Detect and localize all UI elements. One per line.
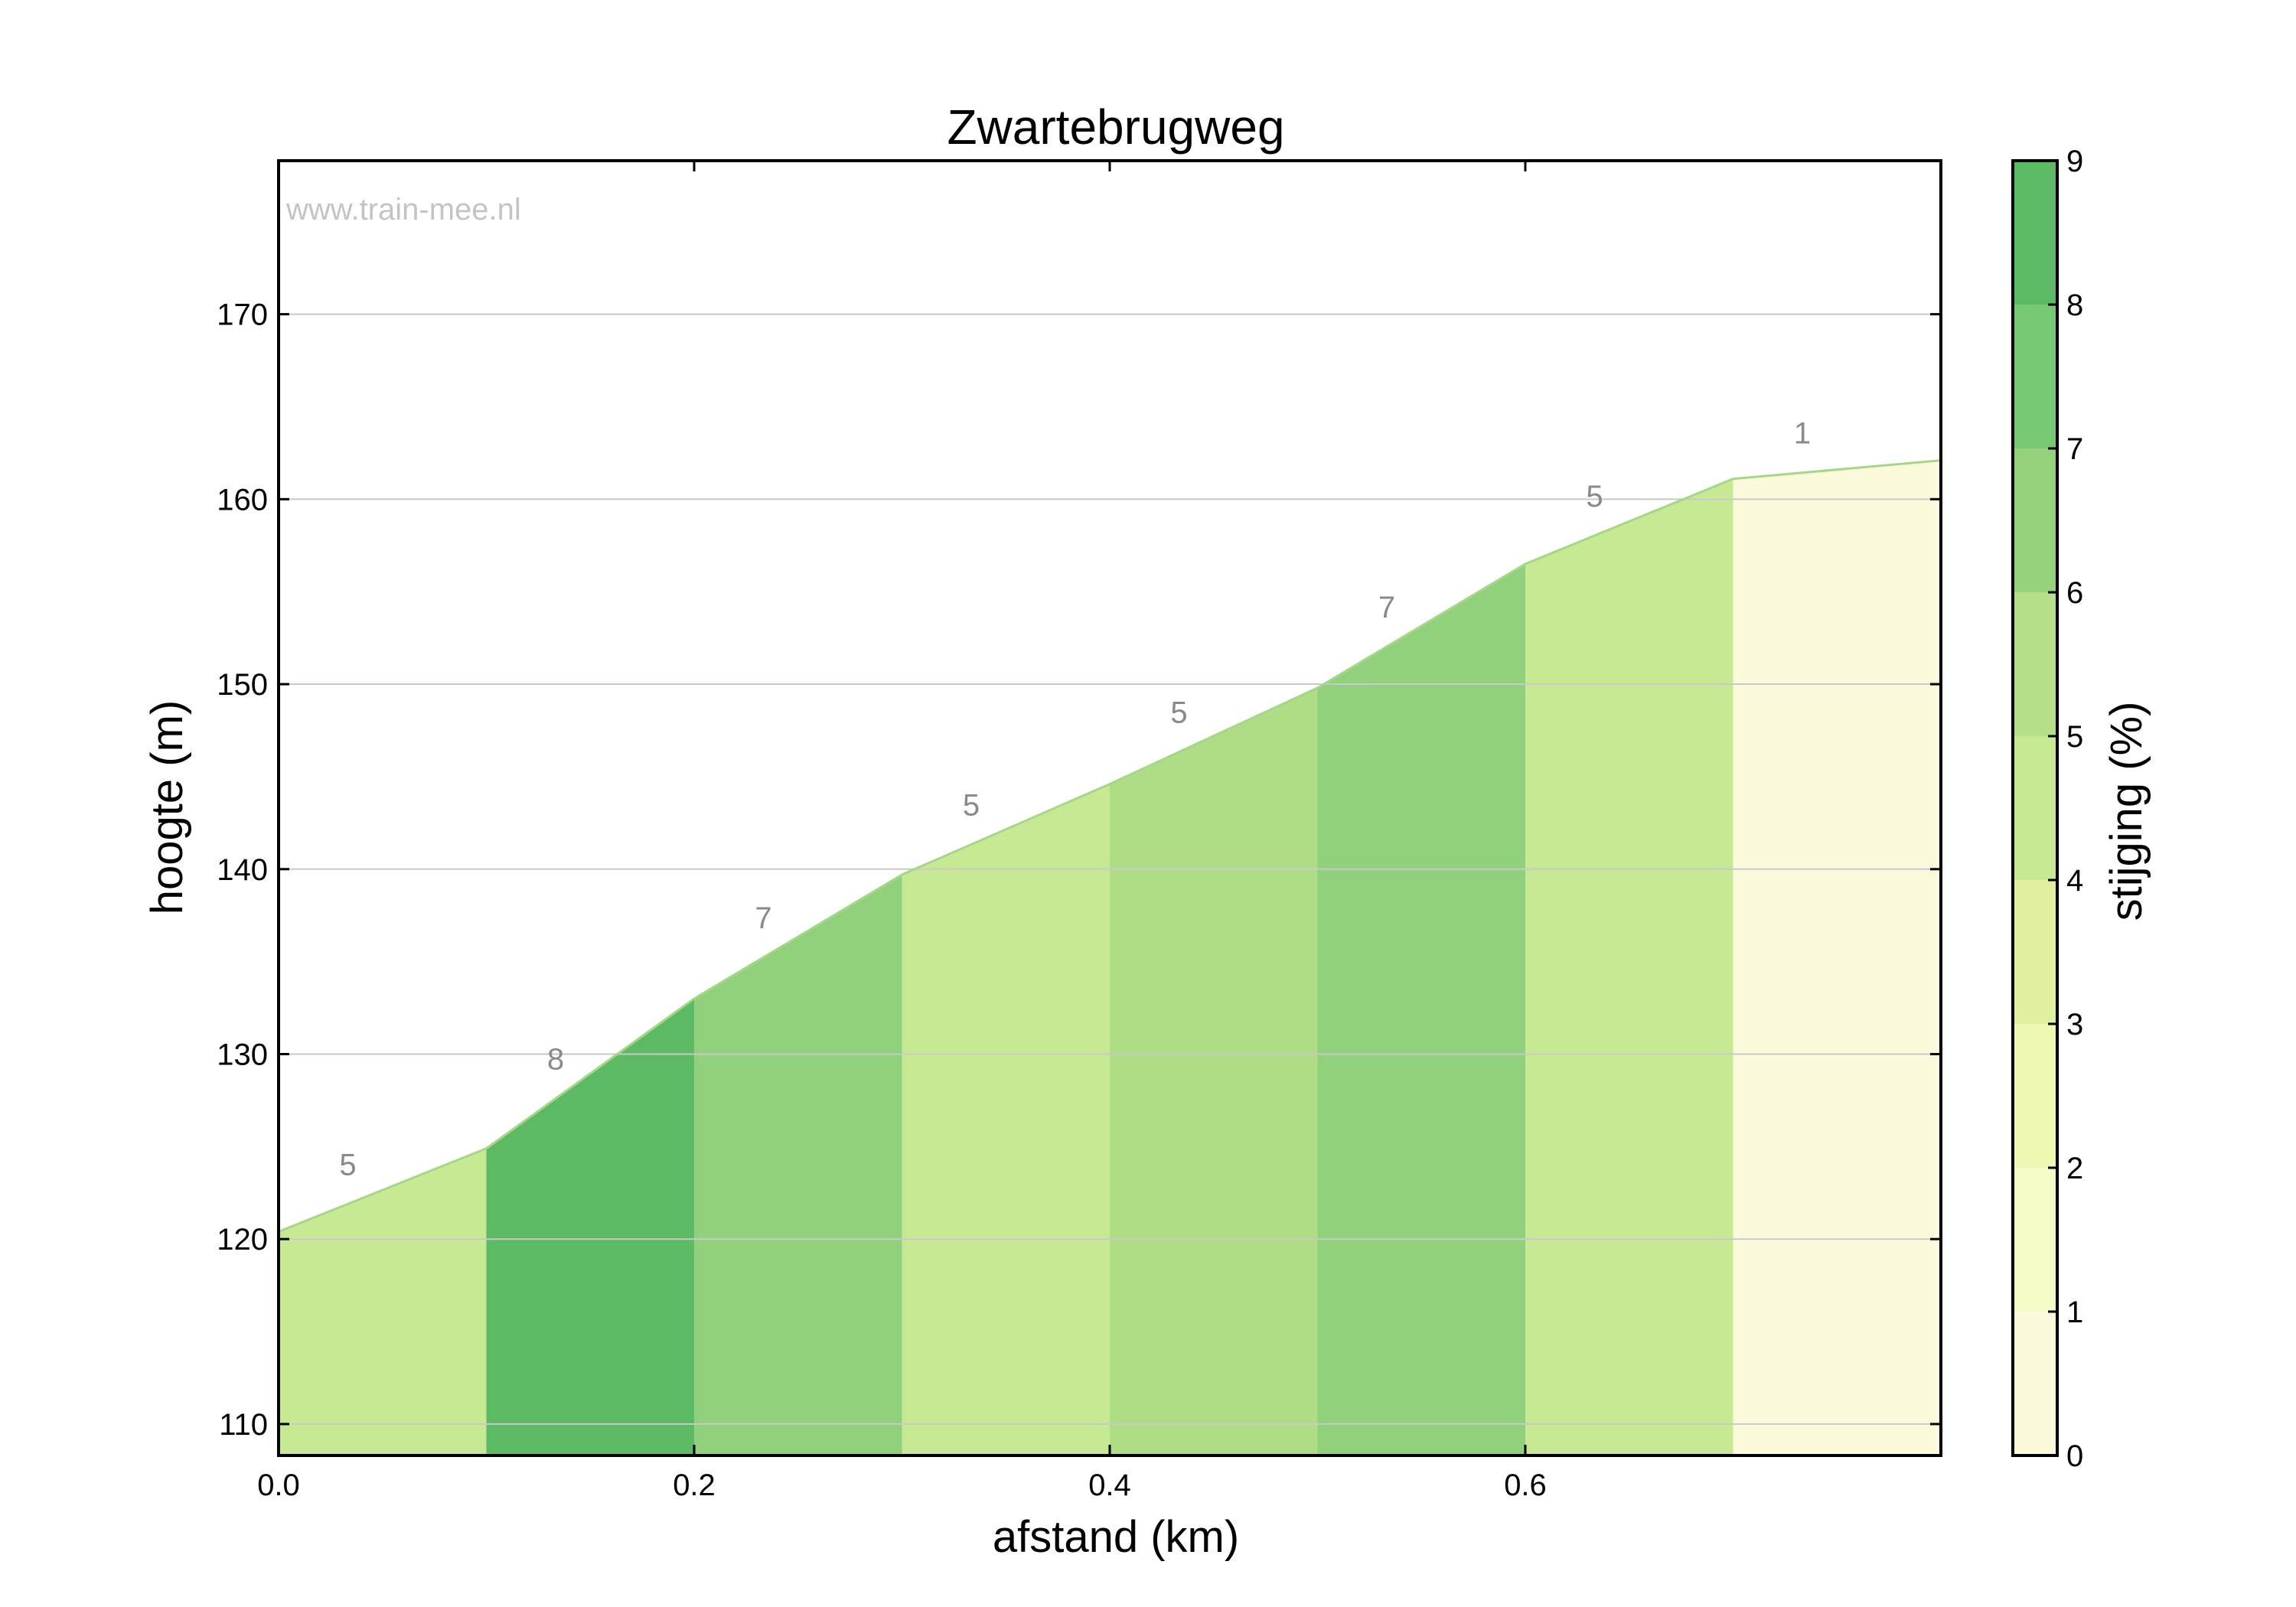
colorbar-tick-label: 3 bbox=[2066, 1008, 2083, 1041]
y-axis-ticks: 110 120 130 140 150 160 170 bbox=[217, 298, 1941, 1442]
colorbar-band bbox=[2013, 448, 2057, 592]
colorbar-band bbox=[2013, 880, 2057, 1024]
colorbar-tick-label: 8 bbox=[2066, 288, 2083, 322]
colorbar-tick-label: 5 bbox=[2066, 720, 2083, 754]
y-gridlines bbox=[279, 313, 1941, 1425]
segment-gradient-label: 5 bbox=[1586, 480, 1603, 513]
colorbar-label: stijging (%) bbox=[2102, 702, 2151, 921]
colorbar: 0 1 2 3 4 5 6 7 8 9 bbox=[2011, 145, 2083, 1473]
y-tick-label: 120 bbox=[217, 1223, 268, 1257]
segment-area bbox=[1733, 460, 1941, 1455]
x-axis-label: afstand (km) bbox=[993, 1512, 1239, 1562]
profile-outline bbox=[278, 459, 1942, 1233]
segment-area bbox=[694, 875, 902, 1455]
y-tick-label: 150 bbox=[217, 668, 268, 702]
colorbar-band bbox=[2013, 305, 2057, 448]
chart-title: Zwartebrugweg bbox=[947, 99, 1284, 155]
plot-area: 5 8 7 5 5 7 5 1 0.0 0.2 0.4 0.6 110 120 130 140 150 160… bbox=[217, 159, 1942, 1502]
colorbar-tick-label: 4 bbox=[2066, 864, 2083, 898]
segment-area bbox=[902, 784, 1110, 1455]
segment-area bbox=[1317, 563, 1525, 1455]
segment-area bbox=[486, 998, 694, 1455]
colorbar-tick-label: 0 bbox=[2066, 1439, 2083, 1473]
segment-gradient-label: 1 bbox=[1794, 417, 1811, 451]
segment-gradient-labels: 5 8 7 5 5 7 5 1 bbox=[339, 417, 1811, 1182]
x-tick-label: 0.0 bbox=[257, 1468, 300, 1502]
segment-area bbox=[279, 1148, 487, 1455]
x-tick-label: 0.6 bbox=[1504, 1468, 1547, 1502]
colorbar-tick-label: 6 bbox=[2066, 576, 2083, 610]
y-tick-label: 130 bbox=[217, 1038, 268, 1071]
colorbar-band bbox=[2013, 592, 2057, 736]
x-tick-label: 0.4 bbox=[1088, 1468, 1131, 1502]
segment-gradient-label: 7 bbox=[755, 901, 771, 935]
colorbar-band bbox=[2013, 1168, 2057, 1312]
colorbar-tick-label: 7 bbox=[2066, 432, 2083, 466]
y-tick-label: 110 bbox=[219, 1408, 268, 1442]
segment-area bbox=[1525, 478, 1733, 1456]
segment-gradient-label: 5 bbox=[1170, 696, 1187, 730]
colorbar-ticks: 0 1 2 3 4 5 6 7 8 9 bbox=[2048, 145, 2083, 1473]
segment-gradient-label: 5 bbox=[963, 789, 980, 823]
colorbar-band bbox=[2013, 1024, 2057, 1168]
colorbar-band bbox=[2013, 736, 2057, 880]
colorbar-bands bbox=[2013, 161, 2057, 1455]
segment-gradient-label: 8 bbox=[547, 1042, 564, 1076]
y-axis-label: hoogte (m) bbox=[142, 700, 192, 914]
colorbar-tick-label: 9 bbox=[2066, 145, 2083, 178]
segment-areas bbox=[279, 460, 1941, 1456]
y-tick-label: 170 bbox=[217, 298, 268, 332]
y-tick-label: 140 bbox=[217, 853, 268, 887]
segment-area bbox=[1110, 687, 1318, 1455]
colorbar-tick-label: 2 bbox=[2066, 1152, 2083, 1185]
x-tick-label: 0.2 bbox=[673, 1468, 716, 1502]
segment-gradient-label: 7 bbox=[1378, 591, 1395, 624]
colorbar-band bbox=[2013, 1312, 2057, 1455]
colorbar-frame bbox=[2011, 159, 2059, 1457]
colorbar-tick-label: 1 bbox=[2066, 1296, 2083, 1329]
x-axis-ticks: 0.0 0.2 0.4 0.6 bbox=[257, 161, 1547, 1502]
colorbar-band bbox=[2013, 161, 2057, 305]
segment-gradient-label: 5 bbox=[339, 1148, 356, 1182]
watermark-text: www.train-mee.nl bbox=[285, 193, 521, 227]
y-tick-label: 160 bbox=[217, 483, 268, 517]
